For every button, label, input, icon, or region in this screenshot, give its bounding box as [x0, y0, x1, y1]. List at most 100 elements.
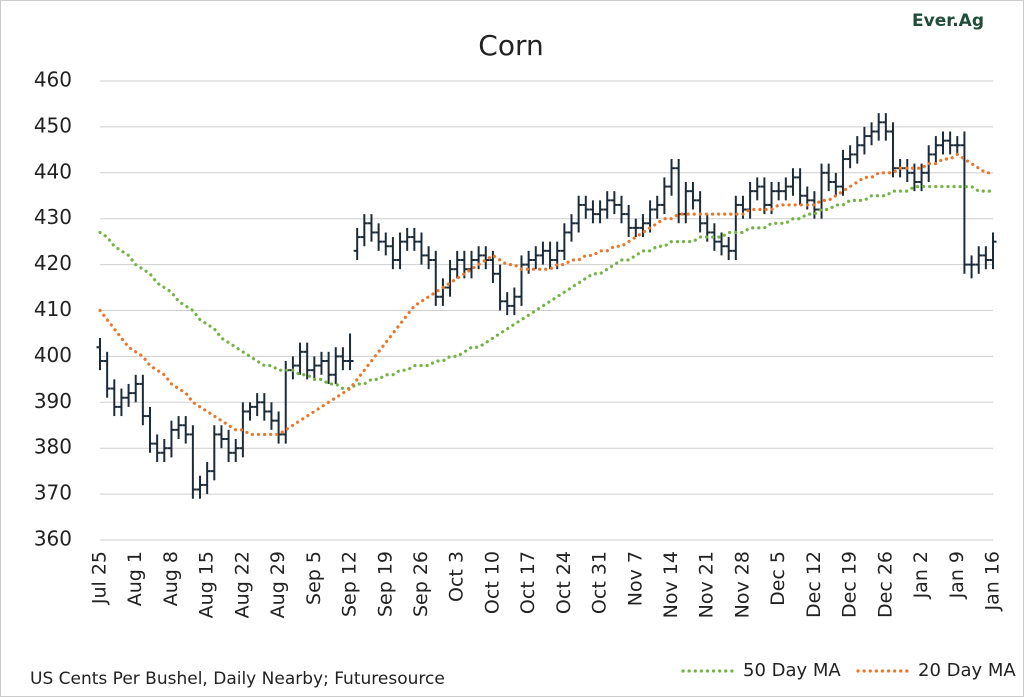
ohlc-bar [403, 227, 411, 251]
ohlc-bar [182, 416, 190, 444]
x-tick-label: Aug 1 [124, 551, 146, 606]
ohlc-bar [310, 356, 318, 380]
x-tick-label: Jan 2 [910, 551, 932, 599]
source-note: US Cents Per Bushel, Daily Nearby; Futur… [30, 669, 445, 689]
ohlc-bar [568, 214, 576, 242]
ohlc-bar [753, 177, 761, 201]
ohlc-bar [982, 246, 990, 270]
x-tick-label: Nov 28 [731, 551, 753, 618]
x-tick-label: Aug 8 [160, 551, 182, 606]
ohlc-bar [125, 383, 133, 407]
ohlc-bar [832, 172, 840, 196]
ohlc-bar [696, 191, 704, 233]
ohlc-bar [246, 402, 254, 421]
ohlc-bar [303, 342, 311, 380]
x-tick-label: Dec 26 [874, 551, 896, 618]
ohlc-bar [668, 159, 676, 196]
x-tick-label: Dec 19 [839, 551, 861, 618]
x-tick-label: Dec 12 [803, 551, 825, 618]
ohlc-bar [660, 177, 668, 215]
ohlc-bar [946, 131, 954, 155]
ohlc-bar [939, 131, 947, 155]
x-tick-label: Aug 22 [231, 551, 253, 618]
ohlc-bar [496, 264, 504, 311]
x-tick-label: Dec 5 [767, 551, 789, 606]
legend-label: 20 Day MA [918, 660, 1016, 681]
y-tick-label: 460 [34, 68, 72, 92]
ohlc-bar [225, 429, 233, 462]
ohlc-bar [160, 439, 168, 462]
ohlc-bar [103, 351, 111, 398]
ohlc-bar [325, 351, 333, 384]
ohlc-bar [775, 181, 783, 201]
ohlc-bar [425, 246, 433, 270]
ohlc-bar [517, 255, 525, 306]
y-tick-label: 420 [34, 251, 72, 275]
ohlc-bar [146, 406, 154, 453]
ohlc-bar [918, 163, 926, 192]
chart-title: Corn [478, 29, 543, 62]
x-tick-label: Sep 5 [303, 551, 325, 605]
x-tick-label: Nov 14 [660, 551, 682, 618]
x-tick-label: Aug 15 [196, 551, 218, 618]
ohlc-bar [989, 232, 997, 270]
ohlc-bar [203, 461, 211, 495]
x-tick-label: Sep 19 [374, 551, 396, 617]
ohlc-bar [975, 246, 983, 274]
ohlc-bar [175, 416, 183, 440]
ohlc-bar [532, 246, 540, 270]
y-tick-label: 370 [34, 481, 72, 505]
ohlc-bar [467, 250, 475, 279]
x-tick-label: Oct 17 [517, 551, 539, 614]
ohlc-bar [375, 223, 383, 251]
ohlc-bar [710, 223, 718, 251]
ohlc-bar [346, 333, 354, 371]
ohlc-bar [482, 246, 490, 270]
ohlc-bar [625, 204, 633, 238]
ohlc-bar [632, 218, 640, 238]
y-tick-label: 360 [34, 527, 72, 551]
y-tick-label: 390 [34, 389, 72, 413]
ohlc-bar [589, 200, 597, 224]
ohlc-bar [639, 214, 647, 238]
ohlc-bar [839, 149, 847, 196]
ohlc-bar [389, 237, 397, 270]
y-tick-label: 450 [34, 113, 72, 137]
y-tick-label: 400 [34, 343, 72, 367]
ohlc-bar [253, 393, 261, 417]
y-tick-label: 410 [34, 297, 72, 321]
ohlc-bar [153, 434, 161, 462]
y-tick-label: 430 [34, 205, 72, 229]
ohlc-bar [782, 177, 790, 201]
x-tick-label: Oct 31 [589, 551, 611, 614]
moving-average-line [98, 184, 995, 391]
ohlc-bar [953, 136, 961, 155]
ohlc-bar [360, 214, 368, 247]
ohlc-bar [960, 131, 968, 274]
ohlc-bar [260, 393, 268, 421]
ohlc-bar [796, 168, 804, 205]
ohlc-bar [510, 287, 518, 316]
ohlc-bar [875, 113, 883, 141]
ohlc-bar [317, 351, 325, 375]
ohlc-bar [267, 402, 275, 430]
x-tick-label: Jan 16 [982, 551, 1004, 612]
ohlc-bar [868, 122, 876, 146]
ohlc-bar [539, 241, 547, 265]
ohlc-bar [653, 195, 661, 219]
ohlc-bar [575, 195, 583, 233]
ohlc-bar [417, 232, 425, 265]
x-tick-label: Sep 12 [339, 551, 361, 617]
ohlc-bar [296, 342, 304, 375]
ohlc-bar [110, 379, 118, 417]
x-tick-label: Nov 7 [624, 551, 646, 606]
ohlc-bar [825, 163, 833, 192]
ohlc-bar [275, 411, 283, 444]
ohlc-bar [760, 177, 768, 215]
x-tick-label: Aug 29 [267, 551, 289, 618]
ohlc-bar [453, 250, 461, 279]
ohlc-bar [367, 214, 375, 242]
ohlc-bar [853, 136, 861, 164]
